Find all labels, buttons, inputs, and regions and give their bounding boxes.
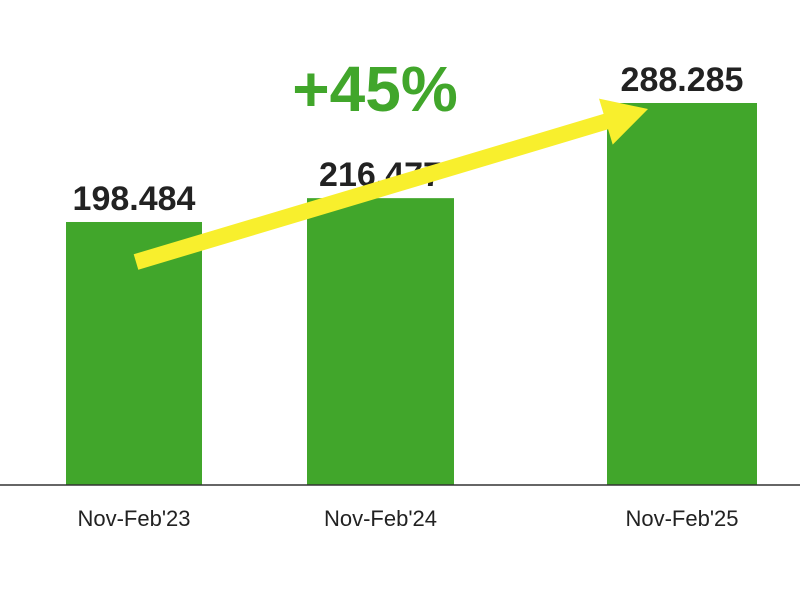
x-tick-label-1: Nov-Feb'23	[77, 506, 190, 531]
bars-group	[66, 103, 757, 486]
trend-arrow-icon	[133, 98, 648, 270]
bar-2	[307, 198, 454, 485]
bar-1	[66, 221, 202, 486]
x-tick-label-2: Nov-Feb'24	[324, 506, 437, 531]
category-labels-group: Nov-Feb'23 Nov-Feb'24 Nov-Feb'25	[77, 506, 738, 531]
x-tick-label-3: Nov-Feb'25	[625, 506, 738, 531]
data-label-3: 288.285	[621, 61, 744, 99]
growth-percentage-label: +45%	[292, 53, 457, 125]
trend-arrow-layer	[133, 98, 648, 270]
bar-3	[607, 103, 757, 485]
data-label-1: 198.484	[73, 180, 196, 218]
